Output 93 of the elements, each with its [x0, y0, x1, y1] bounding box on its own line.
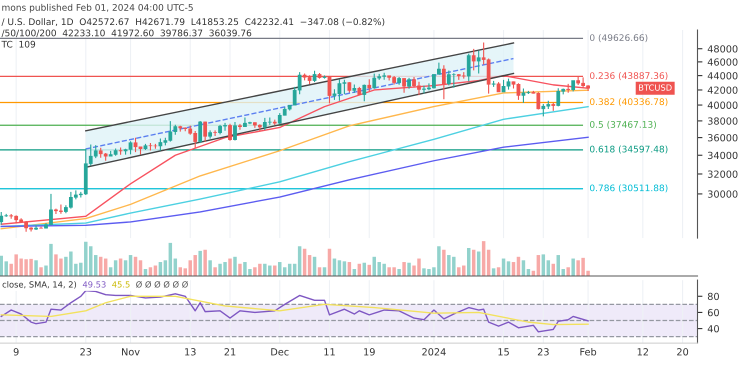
bar: [233, 256, 237, 276]
candlestick: [402, 78, 406, 94]
y-tick-label: 46000: [708, 58, 738, 66]
ref-line-label: 0.382 (40336.78): [590, 98, 668, 106]
x-tick-label: 12: [638, 348, 648, 356]
bar: [571, 258, 575, 276]
candlestick: [472, 48, 476, 71]
line-series: [0, 136, 589, 228]
bar: [352, 269, 356, 276]
candlestick: [228, 123, 232, 142]
y-tick-label: 42000: [708, 86, 738, 94]
candlestick: [347, 82, 352, 94]
candlestick: [198, 120, 202, 144]
annotation: close, SMA, 14, 2): [2, 281, 76, 289]
x-tick-label: Feb: [580, 348, 596, 356]
ref-line-label: 0.236 (43887.36): [590, 72, 668, 80]
bar: [348, 262, 352, 276]
line-series: [0, 296, 589, 326]
bar: [328, 248, 332, 276]
y-tick-label: 30000: [708, 190, 738, 198]
bar: [368, 264, 372, 276]
x-tick-label: 19: [364, 348, 375, 356]
bar: [358, 264, 362, 276]
bar: [407, 262, 411, 276]
y-tick-label: 40000: [708, 102, 738, 109]
annotation: 49.53: [82, 281, 106, 288]
y-tick-label: 48000: [708, 45, 738, 53]
ref-line-label: 0.5 (37467.13): [590, 120, 656, 129]
x-tick-label: 23: [538, 348, 549, 356]
bar: [476, 252, 480, 276]
bar: [34, 260, 38, 276]
bar: [208, 260, 212, 276]
annotation: Ø Ø Ø Ø Ø Ø: [136, 281, 188, 288]
x-tick-label: 9: [14, 348, 19, 356]
candlestick: [203, 120, 208, 142]
annotation: /50/100/200 42233.10 41972.60 39786.37 36039.76: [2, 30, 252, 38]
annotation: 45.5: [112, 281, 130, 288]
annotation: TC 109: [1, 40, 36, 48]
y-tick-label: 60: [708, 308, 719, 316]
bar: [198, 250, 202, 276]
bar: [362, 262, 366, 276]
x-tick-label: 23: [80, 348, 92, 356]
x-tick-label: 2024: [422, 348, 446, 356]
y-tick-label: 38000: [708, 117, 738, 125]
bar: [552, 264, 556, 276]
candlestick: [407, 77, 411, 90]
x-tick-label: 13: [185, 348, 196, 356]
candlestick: [466, 53, 471, 82]
bar: [312, 256, 316, 276]
bar: [466, 248, 470, 276]
candlestick: [476, 50, 481, 74]
ref-line-label: 0.786 (30511.88): [590, 184, 668, 192]
y-tick-label: 40: [708, 325, 719, 332]
candlestick: [312, 70, 316, 83]
candlestick: [442, 64, 446, 100]
bar: [238, 264, 242, 276]
ref-line-label: 0.618 (34597.48): [590, 146, 668, 154]
bar: [442, 250, 446, 276]
x-tick-label: 11: [324, 348, 335, 356]
bar: [228, 258, 232, 276]
bar: [273, 266, 277, 276]
candlestick: [571, 80, 576, 92]
bar: [39, 267, 43, 276]
candlestick: [233, 121, 237, 141]
ref-line-label: 0 (49626.66): [590, 34, 648, 42]
y-tick-label: 34000: [708, 152, 738, 160]
y-tick-label: 32000: [708, 170, 738, 178]
y-tick-label: 44000: [708, 72, 738, 80]
bar: [492, 268, 496, 276]
annotation: BTCUSD: [639, 84, 672, 91]
candlestick: [367, 78, 372, 92]
y-tick-label: 80: [708, 292, 719, 300]
bar: [144, 269, 148, 276]
bar: [397, 269, 401, 276]
x-tick-label: Dec: [271, 348, 289, 356]
bar: [213, 267, 217, 276]
bar: [402, 262, 406, 276]
candlestick: [362, 84, 366, 102]
x-tick-label: 21: [224, 348, 236, 356]
bar: [472, 250, 476, 276]
bar: [566, 267, 570, 276]
bar: [203, 250, 207, 276]
y-tick-label: 36000: [708, 134, 738, 142]
candlestick: [496, 82, 500, 93]
x-tick-label: 15: [498, 348, 509, 356]
text: mons published Feb 01, 2024 04:00 UTC-5: [2, 4, 193, 13]
text: / U.S. Dollar, 1D O42572.67 H42671.79 L41853.25 C42232.41 −347.08 (−0.82%): [2, 18, 384, 26]
x-tick-label: 20: [677, 348, 688, 356]
x-tick-label: Nov: [122, 348, 140, 356]
bar: [318, 267, 322, 276]
bar: [118, 258, 122, 276]
candlestick: [551, 102, 556, 112]
bar: [496, 267, 500, 276]
